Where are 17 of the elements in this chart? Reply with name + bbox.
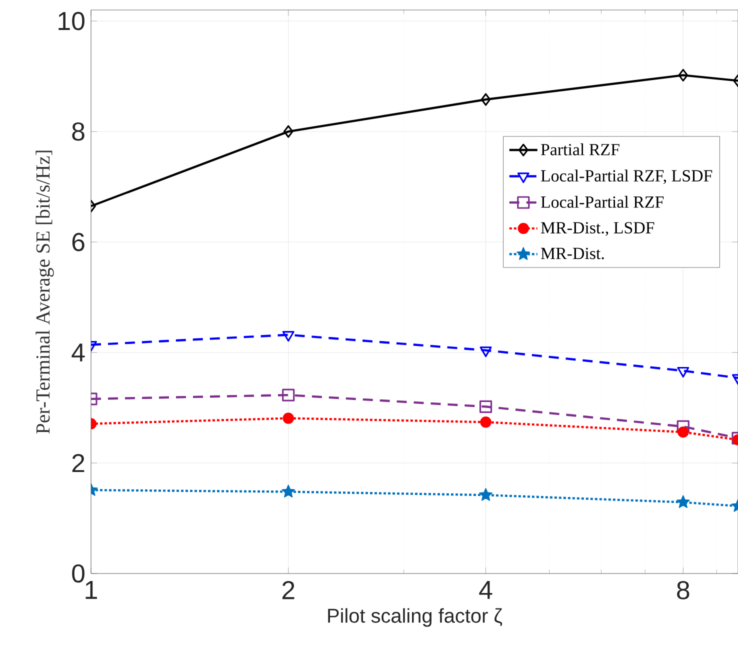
y-tick-label: 0 [72,564,84,583]
legend-label: Local-Partial RZF, LSDF [540,170,712,184]
legend-label: MR-Dist. [540,248,604,260]
legend-label: Local-Partial RZF [540,196,664,208]
x-tick-label: 2 [282,581,294,600]
y-tick-label: 10 [58,12,84,30]
y-tick-label: 2 [72,454,84,472]
y-axis-title: Per-Terminal Average SE [bit/s/Hz] [36,150,54,434]
legend-label: Partial RZF [540,143,620,156]
x-axis-title: Pilot scaling factor ζ [328,608,502,627]
x-tick-label: 8 [677,581,690,600]
legend-label: MR-Dist., LSDF [540,222,654,236]
y-tick-label: 8 [72,122,84,141]
x-tick-label: 1 [86,581,97,599]
y-tick-label: 4 [72,344,85,362]
x-tick-label: 4 [479,581,492,599]
y-tick-label: 6 [72,232,84,252]
